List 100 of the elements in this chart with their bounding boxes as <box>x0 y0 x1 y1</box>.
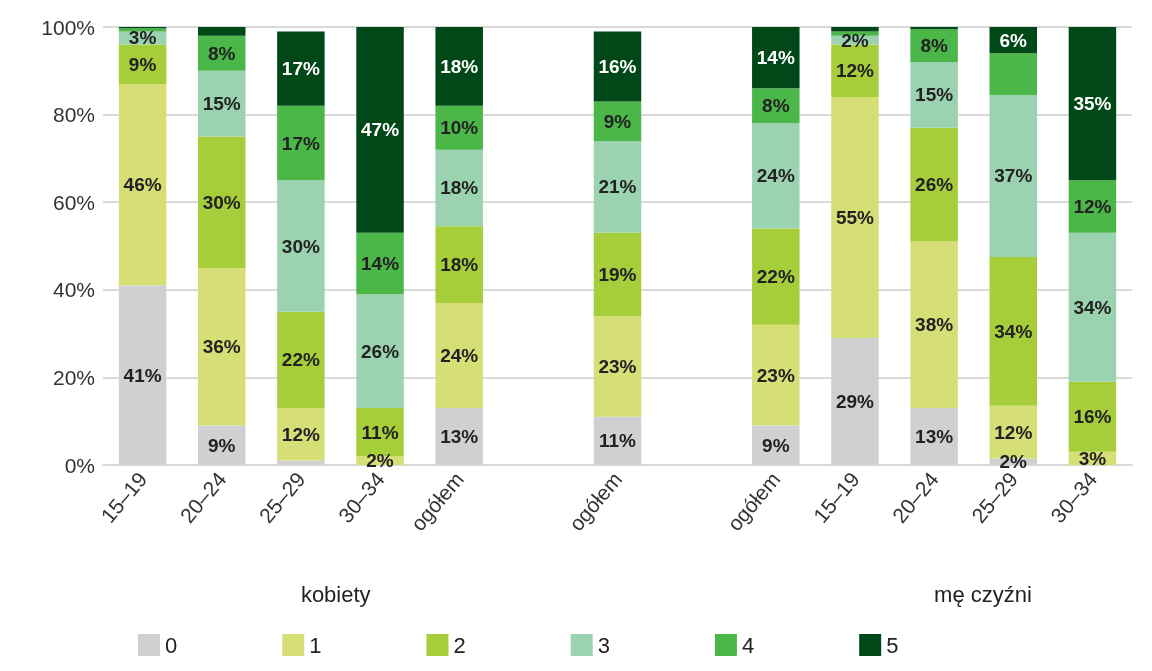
data-label: 8% <box>208 42 236 64</box>
bar <box>593 232 642 317</box>
data-label: 3% <box>128 27 157 49</box>
legend-label: 2 <box>453 632 466 658</box>
data-label: 3% <box>1078 447 1107 469</box>
data-label: 15% <box>202 93 241 115</box>
data-label: 30% <box>281 235 320 257</box>
bar <box>910 127 958 242</box>
data-label: 10% <box>440 117 479 139</box>
legend-label: 3 <box>597 632 610 658</box>
bar <box>356 27 404 233</box>
data-label: 15% <box>915 84 954 106</box>
bar <box>831 27 879 32</box>
data-label: 34% <box>994 320 1033 342</box>
data-label: 21% <box>598 176 637 198</box>
bar <box>1068 27 1117 181</box>
bar <box>593 140 642 233</box>
data-label: 16% <box>598 55 637 77</box>
data-label: 12% <box>281 423 320 445</box>
data-label: 9% <box>208 434 236 456</box>
data-label: 19% <box>598 263 637 285</box>
data-label: 17% <box>281 132 320 154</box>
bar <box>989 256 1038 406</box>
data-label: 55% <box>835 207 875 229</box>
bar <box>910 241 958 409</box>
bar <box>989 94 1038 257</box>
text: kobiety <box>300 581 371 607</box>
bar <box>356 232 404 295</box>
data-label: 22% <box>756 266 795 288</box>
bar <box>197 70 246 137</box>
bar <box>831 97 879 338</box>
data-label: 2% <box>366 450 394 472</box>
bar <box>752 228 800 325</box>
data-label: 23% <box>598 355 637 377</box>
y-tick-label: 80% <box>52 103 95 127</box>
bar <box>435 226 483 303</box>
bar <box>910 27 958 30</box>
data-label: 13% <box>915 426 954 448</box>
data-label: 11% <box>599 430 637 452</box>
data-label: 2% <box>999 451 1028 473</box>
data-label: 8% <box>920 35 948 57</box>
data-label: 6% <box>999 29 1028 51</box>
bar <box>989 53 1038 95</box>
data-label: 18% <box>440 55 479 77</box>
bar <box>277 311 325 409</box>
data-label: 46% <box>123 174 162 196</box>
data-label: 9% <box>762 434 790 456</box>
bar <box>910 62 958 128</box>
data-label: 38% <box>915 314 954 336</box>
data-label: 35% <box>1073 93 1112 115</box>
data-label: 37% <box>994 165 1033 187</box>
data-label: 14% <box>756 47 795 69</box>
data-label: 12% <box>994 421 1033 443</box>
bar <box>197 136 246 268</box>
bar <box>197 267 246 426</box>
legend-label: 4 <box>741 632 755 658</box>
bar <box>197 27 246 36</box>
data-label: 9% <box>603 110 632 132</box>
data-label: 26% <box>361 340 400 362</box>
bar <box>435 302 483 409</box>
data-label: 11% <box>361 421 399 443</box>
bar <box>1068 232 1117 382</box>
y-tick-label: 20% <box>52 365 95 389</box>
data-label: 12% <box>1073 196 1112 218</box>
data-label: 29% <box>835 390 875 412</box>
data-label: 30% <box>202 191 241 213</box>
y-tick-label: 60% <box>52 190 95 214</box>
bar <box>356 294 404 409</box>
y-tick-label: 100% <box>41 15 95 39</box>
bar <box>435 27 483 106</box>
data-label: 12% <box>835 60 875 82</box>
data-label: 41% <box>123 364 162 386</box>
legend-label: 5 <box>886 632 899 658</box>
data-label: 14% <box>361 253 400 275</box>
text: mę czyźni <box>934 581 1032 607</box>
data-label: 9% <box>128 53 157 75</box>
bar <box>277 408 325 461</box>
data-label: 8% <box>762 95 790 117</box>
bar <box>593 316 642 417</box>
bar <box>118 83 167 286</box>
data-label: 24% <box>756 165 795 187</box>
bar <box>277 105 325 181</box>
data-label: 26% <box>915 174 954 196</box>
data-label: 16% <box>1073 406 1112 428</box>
y-tick-label: 40% <box>52 278 95 302</box>
data-label: 22% <box>281 349 320 371</box>
data-label: 17% <box>281 58 320 80</box>
bar <box>277 180 325 312</box>
y-tick-label: 0% <box>64 453 95 477</box>
data-label: 24% <box>440 345 479 366</box>
legend-label: 1 <box>309 632 322 658</box>
data-label: 34% <box>1073 296 1112 318</box>
data-label: 18% <box>440 254 479 276</box>
bar <box>752 27 800 89</box>
bar <box>752 324 800 426</box>
data-label: 18% <box>440 177 479 199</box>
data-label: 23% <box>756 364 795 386</box>
bar <box>277 31 325 106</box>
bar <box>435 149 483 227</box>
data-label: 13% <box>440 426 479 448</box>
